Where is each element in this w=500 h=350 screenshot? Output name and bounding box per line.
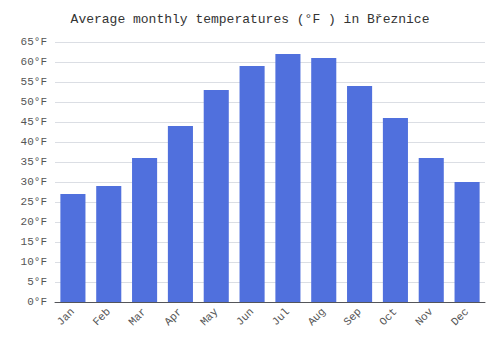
svg-text:15°F: 15°F [21,236,47,248]
svg-text:55°F: 55°F [21,76,47,88]
svg-text:Apr: Apr [162,306,184,328]
svg-text:50°F: 50°F [21,96,47,108]
svg-text:25°F: 25°F [21,196,47,208]
svg-text:20°F: 20°F [21,216,47,228]
svg-text:Dec: Dec [449,306,471,328]
svg-text:Sep: Sep [341,306,363,328]
svg-text:35°F: 35°F [21,156,47,168]
svg-text:65°F: 65°F [21,36,47,48]
svg-text:Feb: Feb [91,306,113,328]
svg-text:Nov: Nov [413,305,436,328]
svg-text:0°F: 0°F [27,296,47,308]
svg-text:Aug: Aug [306,306,328,328]
svg-text:Jun: Jun [234,306,256,328]
svg-text:45°F: 45°F [21,116,47,128]
svg-text:Oct: Oct [377,306,399,328]
svg-text:10°F: 10°F [21,256,47,268]
svg-text:5°F: 5°F [27,276,47,288]
svg-text:30°F: 30°F [21,176,47,188]
svg-text:40°F: 40°F [21,136,47,148]
svg-text:Jul: Jul [270,306,292,328]
svg-text:Jan: Jan [55,306,77,328]
svg-text:Average monthly temperatures (: Average monthly temperatures (°F ) in Bř… [71,12,430,27]
svg-text:Mar: Mar [126,306,148,328]
svg-text:60°F: 60°F [21,56,47,68]
svg-text:May: May [198,305,221,328]
